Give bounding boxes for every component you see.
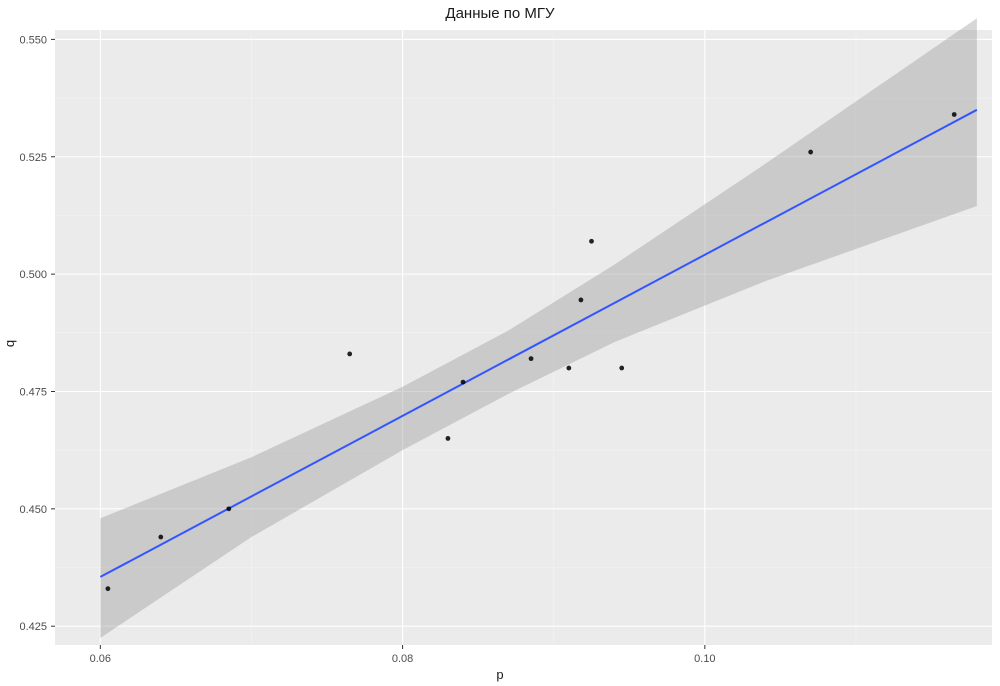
y-axis-label-text: q (2, 339, 17, 346)
data-point (105, 586, 110, 591)
data-point (589, 239, 594, 244)
data-point (952, 112, 957, 117)
y-tick-label: 0.525 (19, 152, 47, 164)
y-tick-label: 0.425 (19, 621, 47, 633)
data-point (529, 356, 534, 361)
data-point (579, 298, 584, 303)
data-point (619, 366, 624, 371)
x-tick-label: 0.08 (392, 653, 413, 665)
y-tick-label: 0.500 (19, 269, 47, 281)
x-tick-label: 0.06 (90, 653, 111, 665)
data-point (808, 150, 813, 155)
x-tick-label: 0.10 (694, 653, 715, 665)
data-point (461, 380, 466, 385)
y-tick-label: 0.475 (19, 386, 47, 398)
x-axis-label: p (0, 667, 1000, 682)
data-point (158, 535, 163, 540)
scatter-plot: 0.06 0.08 0.10 0.425 0.450 0.475 0.500 0.525 0.5… (0, 0, 1000, 686)
data-point (347, 352, 352, 357)
data-point (446, 436, 451, 441)
data-point (566, 366, 571, 371)
data-point (226, 506, 231, 511)
y-tick-label: 0.550 (19, 34, 47, 46)
y-tick-label: 0.450 (19, 504, 47, 516)
y-axis-label: q (0, 0, 20, 686)
chart-title: Данные по МГУ (0, 5, 1000, 22)
